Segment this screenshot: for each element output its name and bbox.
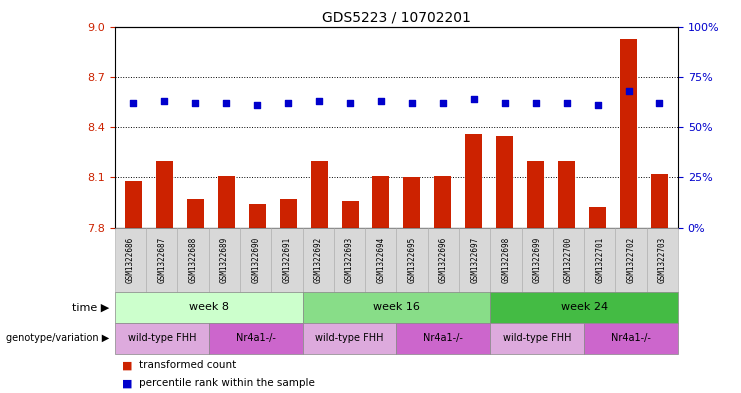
Text: percentile rank within the sample: percentile rank within the sample xyxy=(139,378,314,388)
Text: ■: ■ xyxy=(122,378,133,388)
Text: week 16: week 16 xyxy=(373,302,420,312)
Point xyxy=(159,98,170,104)
Point xyxy=(190,100,202,106)
Text: Nr4a1-/-: Nr4a1-/- xyxy=(611,333,651,343)
Text: wild-type FHH: wild-type FHH xyxy=(315,333,384,343)
Text: wild-type FHH: wild-type FHH xyxy=(503,333,571,343)
Point xyxy=(591,102,603,108)
Bar xyxy=(310,161,328,228)
Bar xyxy=(558,161,575,228)
Point xyxy=(406,100,418,106)
Text: GSM1322692: GSM1322692 xyxy=(313,237,323,283)
Text: GSM1322689: GSM1322689 xyxy=(220,237,229,283)
Bar xyxy=(218,176,235,228)
Text: GSM1322701: GSM1322701 xyxy=(595,237,605,283)
Text: GSM1322686: GSM1322686 xyxy=(126,237,135,283)
Point xyxy=(654,100,665,106)
Text: GSM1322703: GSM1322703 xyxy=(658,237,667,283)
Text: genotype/variation ▶: genotype/variation ▶ xyxy=(6,333,109,343)
Text: GSM1322694: GSM1322694 xyxy=(376,237,385,283)
Bar xyxy=(589,208,606,228)
Point xyxy=(437,100,449,106)
Point xyxy=(313,98,325,104)
Text: transformed count: transformed count xyxy=(139,360,236,371)
Text: GSM1322700: GSM1322700 xyxy=(564,237,573,283)
Bar xyxy=(620,39,637,228)
Text: Nr4a1-/-: Nr4a1-/- xyxy=(236,333,276,343)
Bar xyxy=(342,201,359,228)
Text: Nr4a1-/-: Nr4a1-/- xyxy=(423,333,463,343)
Point xyxy=(251,102,263,108)
Point xyxy=(344,100,356,106)
Text: GSM1322691: GSM1322691 xyxy=(282,237,291,283)
Bar xyxy=(527,161,544,228)
Text: GSM1322696: GSM1322696 xyxy=(439,237,448,283)
Bar xyxy=(279,199,296,228)
Text: GSM1322699: GSM1322699 xyxy=(533,237,542,283)
Bar xyxy=(187,199,204,228)
Point xyxy=(282,100,294,106)
Point xyxy=(468,96,479,102)
Bar xyxy=(496,136,514,228)
Text: GSM1322690: GSM1322690 xyxy=(251,237,260,283)
Text: time ▶: time ▶ xyxy=(72,302,109,312)
Text: GSM1322688: GSM1322688 xyxy=(188,237,198,283)
Point xyxy=(375,98,387,104)
Bar xyxy=(125,181,142,228)
Point xyxy=(622,88,634,94)
Bar xyxy=(373,176,390,228)
Point xyxy=(530,100,542,106)
Bar xyxy=(249,204,266,228)
Point xyxy=(127,100,139,106)
Text: ■: ■ xyxy=(122,360,133,371)
Text: GSM1322693: GSM1322693 xyxy=(345,237,354,283)
Text: week 24: week 24 xyxy=(561,302,608,312)
Text: wild-type FHH: wild-type FHH xyxy=(127,333,196,343)
Text: GSM1322702: GSM1322702 xyxy=(627,237,636,283)
Point xyxy=(499,100,511,106)
Text: GSM1322695: GSM1322695 xyxy=(408,237,416,283)
Text: GSM1322687: GSM1322687 xyxy=(157,237,166,283)
Bar xyxy=(651,174,668,228)
Bar xyxy=(156,161,173,228)
Bar xyxy=(434,176,451,228)
Point xyxy=(561,100,573,106)
Text: GSM1322697: GSM1322697 xyxy=(470,237,479,283)
Point xyxy=(220,100,232,106)
Text: week 8: week 8 xyxy=(189,302,229,312)
Bar xyxy=(465,134,482,228)
Bar xyxy=(403,177,420,228)
Text: GSM1322698: GSM1322698 xyxy=(502,237,511,283)
Title: GDS5223 / 10702201: GDS5223 / 10702201 xyxy=(322,10,471,24)
